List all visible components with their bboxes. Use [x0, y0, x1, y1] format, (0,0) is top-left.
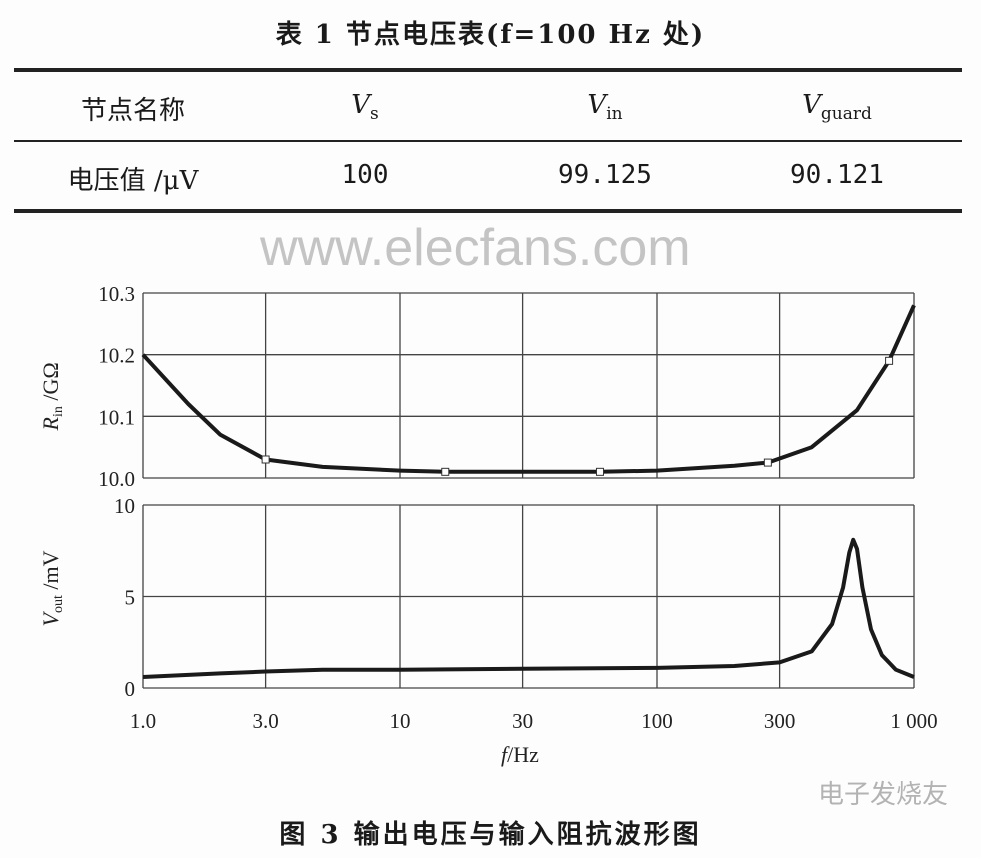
data-marker: [441, 467, 450, 476]
figure-caption: 图 3 输出电压与输入阻抗波形图: [279, 820, 702, 850]
y-tick-label: 10.3: [98, 282, 135, 306]
series-line: [141, 304, 916, 474]
value-vs: 100: [341, 160, 389, 190]
x-tick-label: 100: [641, 709, 673, 733]
header-vin: Vin: [492, 90, 718, 124]
value-vin: 99.125: [558, 160, 652, 190]
y-tick-label: 0: [125, 677, 136, 701]
series-line: [142, 537, 915, 679]
header-vs-main: V: [351, 90, 371, 120]
data-marker: [763, 458, 772, 467]
header-vin-sub: in: [606, 104, 623, 125]
data-marker: [885, 356, 894, 365]
data-marker: [595, 467, 604, 476]
header-vguard-main: V: [802, 90, 821, 120]
header-node-name: 节点名称: [80, 96, 185, 126]
watermark-logo-text: 电子发烧友: [818, 780, 949, 810]
x-axis-label: f/Hz: [501, 742, 539, 767]
x-tick-label: 30: [512, 709, 533, 733]
table-bottom-rule: [14, 209, 962, 213]
header-vguard-sub: guard: [820, 104, 872, 125]
header-vs-sub: s: [370, 104, 379, 125]
x-tick-label: 300: [764, 709, 796, 733]
x-tick-label: 1.0: [130, 709, 156, 733]
y-axis-label: Vout /mV: [38, 550, 66, 626]
table-top-rule: [14, 68, 962, 72]
header-vin-main: V: [587, 90, 607, 120]
table-title: 表 1 节点电压表(f=100 Hz 处): [275, 20, 706, 50]
x-tick-label: 3.0: [252, 709, 278, 733]
x-tick-label: 1 000: [890, 709, 937, 733]
header-vs: Vs: [252, 90, 478, 124]
data-marker: [261, 455, 270, 464]
x-tick-label: 10: [390, 709, 411, 733]
y-tick-label: 10: [114, 494, 135, 518]
y-tick-label: 5: [125, 586, 136, 610]
y-tick-label: 10.2: [98, 344, 135, 368]
value-vguard: 90.121: [790, 160, 884, 190]
y-tick-label: 10.1: [98, 405, 135, 429]
header-vguard: Vguard: [724, 90, 950, 124]
y-axis-label: Rin /GΩ: [38, 362, 66, 431]
row-label: 电压值 /μV: [67, 166, 199, 196]
y-tick-label: 10.0: [98, 467, 135, 491]
table-mid-rule: [14, 140, 962, 142]
